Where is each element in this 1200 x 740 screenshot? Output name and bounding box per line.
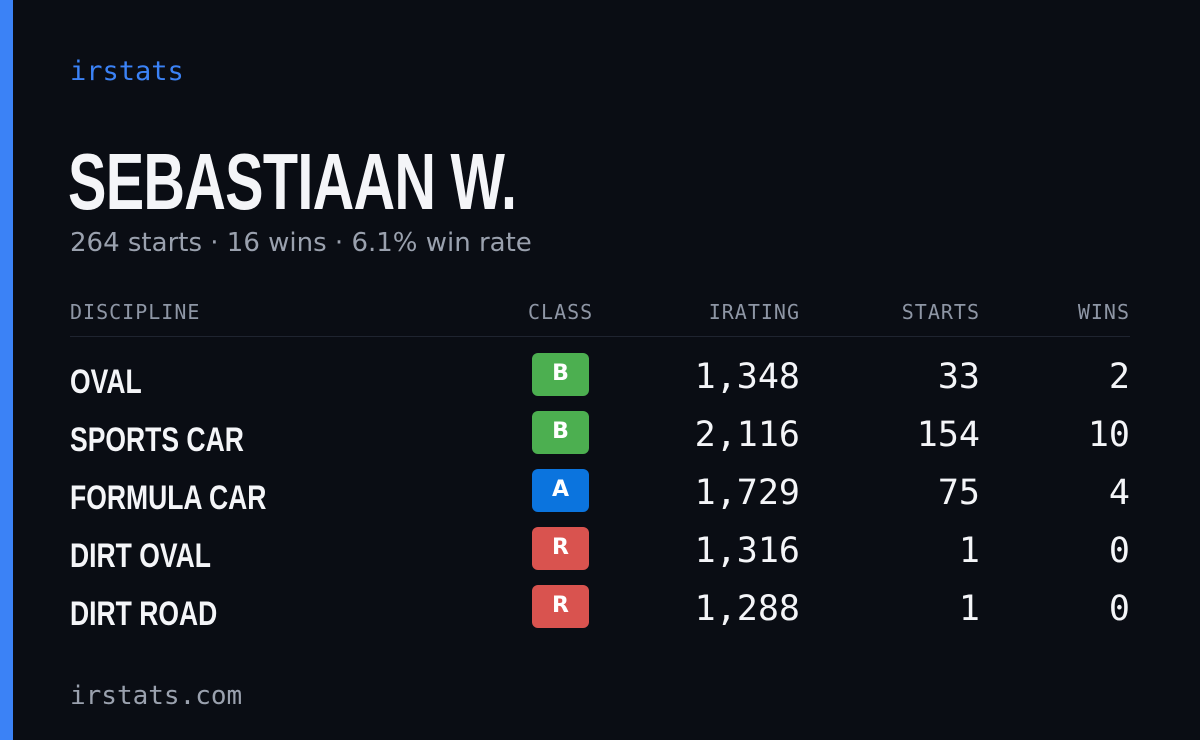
irating-value: 1,348 [694,357,800,397]
table-row: FORMULA CAR A 1,729 75 4 [70,453,1130,517]
table-row: DIRT ROAD R 1,288 1 0 [70,569,1130,633]
table-row: OVAL B 1,348 33 2 [70,337,1130,401]
class-badge: R [532,527,589,570]
driver-name: SEBASTIAAN W. [68,137,517,226]
class-badge: B [532,353,589,396]
irating-value: 1,288 [694,589,800,629]
class-badge: B [532,411,589,454]
header-wins: WINS [1077,300,1130,324]
stats-table: DISCIPLINE CLASS IRATING STARTS WINS OVA… [70,298,1130,633]
wins-value: 4 [1108,473,1130,513]
wins-value: 0 [1108,531,1130,571]
accent-bar [0,0,13,740]
discipline-name: FORMULA CAR [70,479,267,517]
driver-summary: 264 starts · 16 wins · 6.1% win rate [70,228,532,258]
discipline-name: DIRT ROAD [70,595,218,633]
wins-value: 2 [1108,357,1130,397]
header-discipline: DISCIPLINE [70,300,201,324]
header-irating: IRATING [708,300,800,324]
irating-value: 2,116 [694,415,800,455]
discipline-name: OVAL [70,363,142,401]
brand-logo: irstats [70,56,184,87]
table-row: DIRT OVAL R 1,316 1 0 [70,511,1130,575]
starts-value: 1 [958,589,980,629]
footer-url: irstats.com [70,681,243,711]
wins-value: 0 [1108,589,1130,629]
starts-value: 1 [958,531,980,571]
header-starts: STARTS [901,300,980,324]
discipline-name: DIRT OVAL [70,537,211,575]
starts-value: 33 [937,357,980,397]
discipline-name: SPORTS CAR [70,421,244,459]
wins-value: 10 [1087,415,1130,455]
irating-value: 1,316 [694,531,800,571]
starts-value: 154 [916,415,980,455]
starts-value: 75 [937,473,980,513]
table-header: DISCIPLINE CLASS IRATING STARTS WINS [70,298,1130,337]
header-class: CLASS [528,300,594,324]
class-badge: R [532,585,589,628]
class-badge: A [532,469,589,512]
irating-value: 1,729 [694,473,800,513]
table-row: SPORTS CAR B 2,116 154 10 [70,395,1130,459]
